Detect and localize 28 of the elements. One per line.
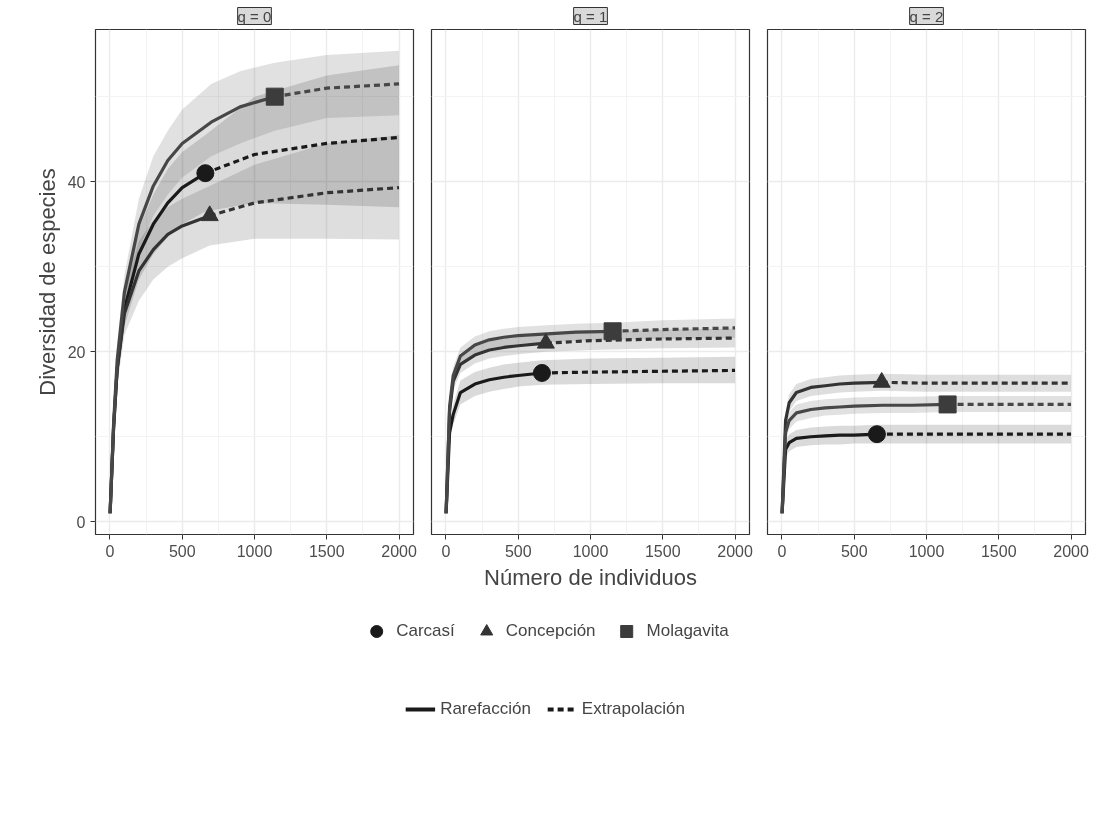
legend-label: Rarefacción — [440, 699, 531, 719]
chart-title: q = 2 — [909, 7, 944, 25]
x-tick-label: 0 — [441, 542, 451, 560]
x-tick-label: 0 — [105, 542, 115, 560]
x-tick-label: 0 — [777, 542, 787, 560]
x-tick-label: 1500 — [644, 542, 681, 560]
x-tick-label: 500 — [504, 542, 532, 560]
legend-label: Concepción — [505, 621, 596, 641]
y-axis-title: Diversidad de especies — [34, 168, 60, 396]
x-tick-label: 1000 — [908, 542, 945, 560]
legend-label: Carcasí — [396, 621, 455, 641]
legend-label: Molagavita — [646, 621, 729, 641]
chart-title: q = 1 — [573, 7, 608, 25]
legend-label: Extrapolación — [581, 699, 685, 719]
y-tick-label: 40 — [67, 173, 86, 191]
x-tick-label: 2000 — [717, 542, 753, 560]
y-tick-label: 20 — [67, 343, 86, 361]
x-tick-label: 500 — [168, 542, 196, 560]
x-tick-label: 1500 — [980, 542, 1017, 560]
x-tick-label: 2000 — [381, 542, 417, 560]
x-axis-title: Número de individuos — [484, 564, 697, 590]
y-tick-label: 0 — [76, 513, 86, 531]
x-tick-label: 2000 — [1053, 542, 1089, 560]
x-tick-label: 1500 — [308, 542, 345, 560]
x-tick-label: 1000 — [236, 542, 273, 560]
x-tick-label: 500 — [840, 542, 868, 560]
chart-title: q = 0 — [237, 7, 272, 25]
x-tick-label: 1000 — [572, 542, 609, 560]
